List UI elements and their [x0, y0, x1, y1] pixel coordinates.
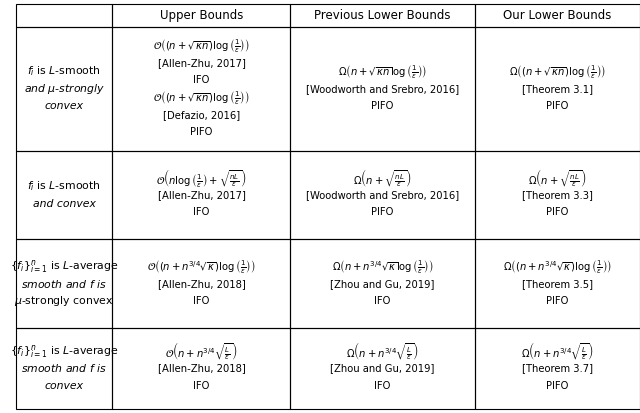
- Text: [Allen-Zhu, 2017]: [Allen-Zhu, 2017]: [157, 190, 245, 200]
- Bar: [475, 240, 640, 328]
- Text: $\mathcal{O}\left(\left(n + n^{3/4}\sqrt{\kappa}\right)\log\left(\frac{1}{\varep: $\mathcal{O}\left(\left(n + n^{3/4}\sqrt…: [147, 258, 256, 275]
- Text: $\Omega\left(n + \sqrt{\frac{nL}{\varepsilon}}\right)$: $\Omega\left(n + \sqrt{\frac{nL}{\vareps…: [528, 167, 587, 189]
- Bar: [16, 151, 113, 240]
- Text: $f_i$ is $L$-smooth: $f_i$ is $L$-smooth: [28, 64, 101, 78]
- Bar: [113, 240, 291, 328]
- Bar: [113, 27, 291, 151]
- Text: $\Omega\left(n + n^{3/4}\sqrt{\frac{L}{\varepsilon}}\right)$: $\Omega\left(n + n^{3/4}\sqrt{\frac{L}{\…: [346, 340, 419, 362]
- Text: and $\mu$-strongly: and $\mu$-strongly: [24, 82, 105, 96]
- Text: IFO: IFO: [374, 296, 390, 306]
- Bar: [291, 151, 475, 240]
- Text: IFO: IFO: [193, 296, 210, 306]
- Text: [Woodworth and Srebro, 2016]: [Woodworth and Srebro, 2016]: [306, 84, 459, 94]
- Bar: [291, 240, 475, 328]
- Text: [Zhou and Gu, 2019]: [Zhou and Gu, 2019]: [330, 363, 435, 373]
- Text: and convex: and convex: [33, 199, 95, 209]
- Text: PIFO: PIFO: [546, 207, 568, 217]
- Bar: [475, 27, 640, 151]
- Text: $\Omega\left(\left(n + \sqrt{\kappa n}\right)\log\left(\frac{1}{\varepsilon}\rig: $\Omega\left(\left(n + \sqrt{\kappa n}\r…: [509, 63, 606, 80]
- Text: $\{f_i\}_{i=1}^n$ is $L$-average: $\{f_i\}_{i=1}^n$ is $L$-average: [10, 258, 118, 275]
- Bar: [291, 4, 475, 27]
- Text: [Woodworth and Srebro, 2016]: [Woodworth and Srebro, 2016]: [306, 190, 459, 200]
- Text: IFO: IFO: [374, 381, 390, 391]
- Text: $\Omega\left(n + n^{3/4}\sqrt{\frac{L}{\varepsilon}}\right)$: $\Omega\left(n + n^{3/4}\sqrt{\frac{L}{\…: [521, 340, 594, 362]
- Text: [Theorem 3.5]: [Theorem 3.5]: [522, 279, 593, 289]
- Bar: [291, 27, 475, 151]
- Bar: [291, 328, 475, 409]
- Bar: [16, 328, 113, 409]
- Text: $f_i$ is $L$-smooth: $f_i$ is $L$-smooth: [28, 180, 101, 193]
- Text: $\{f_i\}_{i=1}^n$ is $L$-average: $\{f_i\}_{i=1}^n$ is $L$-average: [10, 342, 118, 360]
- Text: [Defazio, 2016]: [Defazio, 2016]: [163, 110, 240, 120]
- Text: [Zhou and Gu, 2019]: [Zhou and Gu, 2019]: [330, 279, 435, 289]
- Text: [Theorem 3.7]: [Theorem 3.7]: [522, 363, 593, 373]
- Bar: [16, 240, 113, 328]
- Text: IFO: IFO: [193, 75, 210, 85]
- Text: $\Omega\left(n + \sqrt{\frac{nL}{\varepsilon}}\right)$: $\Omega\left(n + \sqrt{\frac{nL}{\vareps…: [353, 167, 412, 189]
- Bar: [475, 151, 640, 240]
- Text: $\mathcal{O}\left(\left(n + \sqrt{\kappa n}\right)\log\left(\frac{1}{\varepsilon: $\mathcal{O}\left(\left(n + \sqrt{\kappa…: [153, 37, 250, 54]
- Text: $\Omega\left(\left(n + n^{3/4}\sqrt{\kappa}\right)\log\left(\frac{1}{\varepsilon: $\Omega\left(\left(n + n^{3/4}\sqrt{\kap…: [502, 258, 612, 275]
- Text: IFO: IFO: [193, 381, 210, 391]
- Bar: [113, 151, 291, 240]
- Text: $\mathcal{O}\left(n + n^{3/4}\sqrt{\frac{L}{\varepsilon}}\right)$: $\mathcal{O}\left(n + n^{3/4}\sqrt{\frac…: [165, 340, 237, 362]
- Text: $\mathcal{O}\left(n\log\left(\frac{1}{\varepsilon}\right) + \sqrt{\frac{nL}{\var: $\mathcal{O}\left(n\log\left(\frac{1}{\v…: [156, 167, 246, 189]
- Bar: [113, 4, 291, 27]
- Text: [Theorem 3.3]: [Theorem 3.3]: [522, 190, 593, 200]
- Text: Our Lower Bounds: Our Lower Bounds: [503, 9, 611, 22]
- Text: PIFO: PIFO: [546, 381, 568, 391]
- Text: Upper Bounds: Upper Bounds: [160, 9, 243, 22]
- Text: smooth and $f$ is: smooth and $f$ is: [21, 362, 107, 375]
- Bar: [113, 328, 291, 409]
- Text: [Theorem 3.1]: [Theorem 3.1]: [522, 84, 593, 94]
- Text: PIFO: PIFO: [371, 101, 394, 111]
- Bar: [475, 4, 640, 27]
- Text: $\Omega\left(n + n^{3/4}\sqrt{\kappa}\log\left(\frac{1}{\varepsilon}\right)\righ: $\Omega\left(n + n^{3/4}\sqrt{\kappa}\lo…: [332, 258, 433, 275]
- Text: [Allen-Zhu, 2018]: [Allen-Zhu, 2018]: [157, 363, 245, 373]
- Text: [Allen-Zhu, 2018]: [Allen-Zhu, 2018]: [157, 279, 245, 289]
- Text: $\mathcal{O}\left(\left(n + \sqrt{\kappa n}\right)\log\left(\frac{1}{\varepsilon: $\mathcal{O}\left(\left(n + \sqrt{\kappa…: [153, 89, 250, 106]
- Text: IFO: IFO: [193, 207, 210, 217]
- Text: Previous Lower Bounds: Previous Lower Bounds: [314, 9, 451, 22]
- Text: PIFO: PIFO: [546, 101, 568, 111]
- Text: $\Omega\left(n + \sqrt{\kappa n}\log\left(\frac{1}{\varepsilon}\right)\right)$: $\Omega\left(n + \sqrt{\kappa n}\log\lef…: [338, 63, 427, 80]
- Text: [Allen-Zhu, 2017]: [Allen-Zhu, 2017]: [157, 58, 245, 68]
- Text: PIFO: PIFO: [546, 296, 568, 306]
- Text: PIFO: PIFO: [190, 127, 212, 137]
- Text: smooth and $f$ is: smooth and $f$ is: [21, 278, 107, 290]
- Text: PIFO: PIFO: [371, 207, 394, 217]
- Bar: [475, 328, 640, 409]
- Bar: [16, 4, 113, 27]
- Text: $\mu$-strongly convex: $\mu$-strongly convex: [14, 294, 114, 308]
- Text: convex: convex: [45, 101, 84, 111]
- Bar: [16, 27, 113, 151]
- Text: convex: convex: [45, 381, 84, 391]
